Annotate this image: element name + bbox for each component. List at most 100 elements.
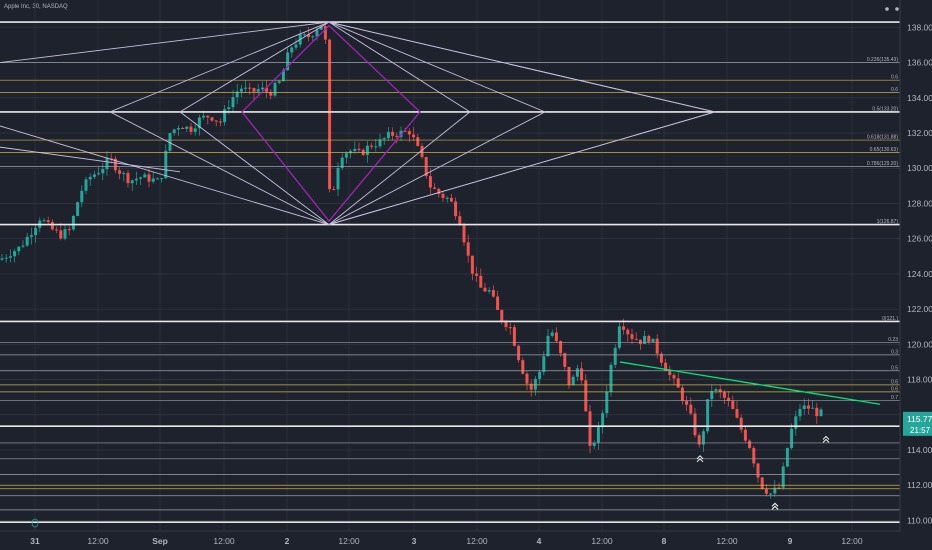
- candle-body: [202, 115, 206, 118]
- price-axis[interactable]: 110.00112.00114.00116.00118.00120.00122.…: [885, 0, 932, 550]
- level-label: 0(121.): [882, 316, 898, 322]
- candle-body: [281, 70, 285, 82]
- candle-body: [638, 339, 642, 344]
- candle-body: [332, 189, 336, 191]
- candle-body: [433, 187, 437, 189]
- candle-body: [580, 368, 584, 381]
- price-tick-label: 122.00: [907, 304, 932, 314]
- candle-body: [748, 440, 752, 448]
- candle-body: [521, 360, 525, 374]
- candle-body: [487, 290, 491, 292]
- candle-body: [634, 338, 638, 340]
- candle-body: [731, 400, 735, 409]
- level-label: 1(126.87): [877, 219, 899, 225]
- candle-body: [529, 383, 533, 390]
- fan-ray: [0, 125, 330, 226]
- candle-body: [365, 145, 369, 155]
- symbol-title: Apple Inc, 30, NASDAQ: [4, 4, 68, 10]
- candle-body: [134, 178, 138, 181]
- price-tick-label: 136.00: [907, 58, 932, 68]
- candle-body: [336, 168, 340, 190]
- candle-body: [785, 448, 789, 467]
- price-tick-label: 120.00: [907, 339, 932, 349]
- candle-body: [445, 197, 449, 199]
- candle-body: [596, 427, 600, 443]
- candle-body: [168, 133, 172, 151]
- candle-body: [575, 368, 579, 377]
- candle-body: [601, 413, 605, 428]
- candle-body: [223, 109, 227, 123]
- candle-body: [554, 332, 558, 342]
- candle-body: [42, 220, 46, 222]
- candle-body: [802, 405, 806, 410]
- candle-body: [710, 390, 714, 400]
- level-label: 0.3: [891, 349, 898, 355]
- candle-body: [735, 408, 739, 418]
- candle-body: [378, 139, 382, 147]
- candle-body: [655, 338, 659, 354]
- last-price-label: 115.77: [907, 414, 932, 424]
- candle-body: [613, 347, 617, 365]
- candle-body: [97, 173, 101, 175]
- candle-body: [84, 179, 88, 191]
- candle-body: [542, 356, 546, 372]
- candle-body: [659, 353, 663, 363]
- pitchfork-fan: [328, 21, 471, 225]
- horizontal-levels: 0.236(135.43)0.60.60.5(133.20)0.618(131.…: [0, 21, 900, 523]
- candle-body: [374, 146, 378, 148]
- last-price-badge: [903, 411, 932, 436]
- candle-body: [8, 256, 12, 258]
- candle-body: [113, 158, 117, 171]
- candle-body: [697, 435, 701, 445]
- candle-body: [722, 392, 726, 398]
- time-tick-label: 2: [285, 536, 290, 546]
- candle-body: [790, 428, 794, 449]
- price-axis-panel: [900, 0, 932, 550]
- candle-body: [210, 117, 214, 121]
- level-label: 0.6: [891, 75, 898, 81]
- candle-body: [21, 245, 25, 247]
- candle-body: [676, 378, 680, 388]
- time-tick-label: 12:00: [716, 536, 738, 546]
- candle-body: [197, 117, 201, 129]
- candle-body: [50, 221, 54, 230]
- candle-body: [756, 463, 760, 478]
- candle-body: [777, 487, 781, 489]
- time-axis[interactable]: 31 12:00 Sep 12:00 2 12:00 3 12:00 4 12:00 8 12:00 9…: [0, 530, 932, 550]
- price-tick-label: 138.00: [907, 22, 932, 32]
- candle-body: [500, 309, 504, 322]
- candle-body: [559, 341, 563, 354]
- candle-body: [269, 91, 273, 96]
- fan-ray: [328, 111, 716, 226]
- candle-body: [479, 275, 483, 288]
- candle-body: [760, 477, 764, 489]
- price-tick-label: 114.00: [907, 445, 932, 455]
- level-label: 0.6: [891, 379, 898, 385]
- level-label: 0.5(133.20): [872, 106, 898, 112]
- level-label: 0.786(129.20): [867, 161, 898, 167]
- candle-body: [13, 251, 17, 257]
- candle-body: [752, 447, 756, 464]
- candle-body: [218, 121, 222, 123]
- event-marker-icon: [31, 518, 39, 528]
- candle-body: [617, 326, 621, 348]
- candle-body: [416, 137, 420, 146]
- candles: [0, 22, 823, 499]
- time-tick-label: 12:00: [841, 536, 863, 546]
- candle-body: [260, 87, 264, 90]
- price-tick-label: 134.00: [907, 93, 932, 103]
- candle-body: [563, 353, 567, 367]
- time-tick-label: 31: [30, 536, 40, 546]
- candle-body: [286, 52, 290, 71]
- candle-body: [668, 371, 672, 376]
- candle-body: [496, 296, 500, 310]
- candle-body: [357, 148, 361, 150]
- candle-body: [59, 230, 63, 239]
- candle-body: [412, 134, 416, 138]
- candle-body: [17, 246, 21, 252]
- candle-body: [126, 173, 130, 184]
- candle-body: [290, 47, 294, 53]
- candle-body: [294, 44, 298, 48]
- candle-body: [470, 255, 474, 274]
